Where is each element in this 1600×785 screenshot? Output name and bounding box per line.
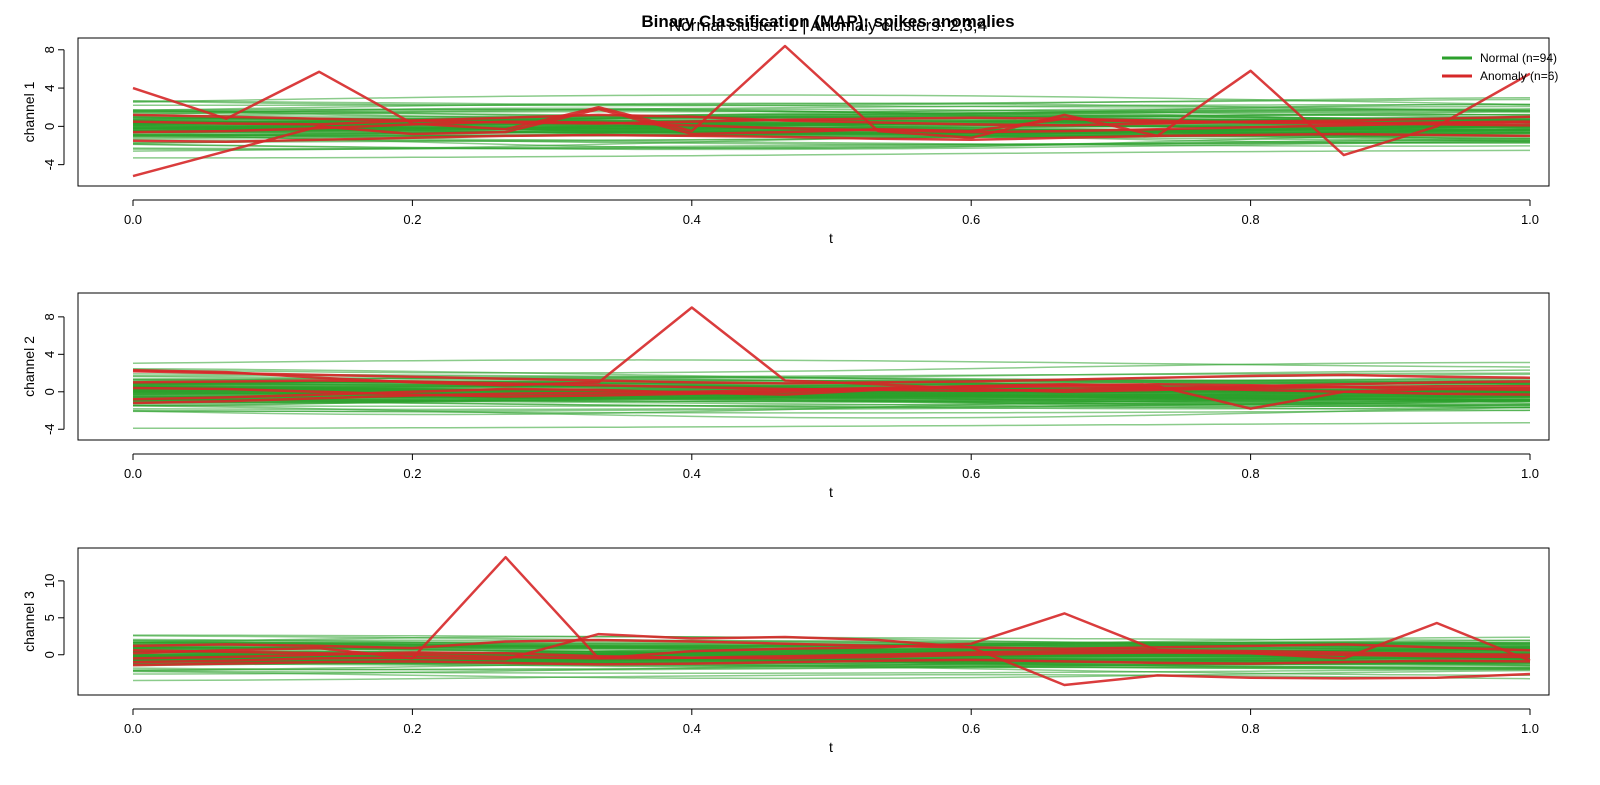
x-tick-label: 1.0 xyxy=(1521,212,1539,227)
panel-channel-1: 0.0 0.2 0.4 0.6 0.8 1.0 t -4 0 4 8 channel 1 Normal … xyxy=(21,37,1558,246)
x-axis-label: t xyxy=(829,739,833,755)
y-tick-label: -4 xyxy=(42,159,57,171)
x-axis-label: t xyxy=(829,230,833,246)
normal-series-line xyxy=(132,361,1530,374)
x-tick-label: 0.0 xyxy=(124,212,142,227)
x-axis-label: t xyxy=(829,484,833,500)
x-tick-label: 0.0 xyxy=(124,721,142,736)
y-tick-label: 10 xyxy=(42,574,57,588)
plot-frame xyxy=(77,37,1550,187)
y-axis-label: channel 2 xyxy=(21,336,37,397)
x-tick-label: 1.0 xyxy=(1521,721,1539,736)
y-tick-label: 4 xyxy=(42,84,57,91)
x-tick-label: 0.4 xyxy=(683,721,701,736)
y-tick-label: 8 xyxy=(42,46,57,53)
x-tick-label: 0.6 xyxy=(962,466,980,481)
legend-label: Anomaly (n=6) xyxy=(1480,69,1558,83)
y-tick-label: 4 xyxy=(42,351,57,358)
anomaly-series-line xyxy=(132,44,1531,157)
x-tick-label: 0.2 xyxy=(403,212,421,227)
normal-series-line xyxy=(132,137,1531,150)
normal-series-line xyxy=(132,673,1531,682)
y-tick-label: -4 xyxy=(42,423,57,435)
panel-channel-2: 0.0 0.2 0.4 0.6 0.8 1.0 t -4 0 4 8 channel 2 xyxy=(21,292,1550,500)
chart-title: Binary Classification (MAP): spikes anom… xyxy=(641,12,1014,31)
normal-series-line xyxy=(132,668,1531,674)
anomaly-series-line xyxy=(132,120,1531,134)
series-group xyxy=(132,44,1531,178)
x-tick-label: 0.6 xyxy=(962,212,980,227)
x-tick-label: 0.4 xyxy=(683,466,701,481)
x-tick-label: 0.8 xyxy=(1242,212,1260,227)
normal-series-line xyxy=(133,149,1531,159)
normal-series-line xyxy=(132,96,1531,107)
x-tick-label: 0.8 xyxy=(1242,466,1260,481)
anomaly-series-line xyxy=(132,638,1531,652)
x-tick-label: 0.6 xyxy=(962,721,980,736)
legend-label: Normal (n=94) xyxy=(1480,51,1557,65)
panel-channel-3: 0.0 0.2 0.4 0.6 0.8 1.0 t 0 5 10 channel 3 xyxy=(21,547,1550,755)
y-axis-label: channel 1 xyxy=(21,81,37,142)
anomaly-series-line xyxy=(132,632,1531,687)
y-axis-label: channel 3 xyxy=(21,591,37,652)
series-group xyxy=(132,306,1531,430)
normal-series-line xyxy=(132,108,1531,121)
plot-frame xyxy=(77,547,1550,696)
chart-subtitle: Normal cluster: 1 | Anomaly clusters: 2,… xyxy=(669,16,987,35)
anomaly-series-line xyxy=(132,658,1531,667)
y-tick-label: 8 xyxy=(42,313,57,320)
normal-series-line xyxy=(133,421,1531,430)
normal-series-line xyxy=(132,369,1531,380)
normal-series-line xyxy=(132,104,1531,113)
anomaly-series-line xyxy=(132,369,1531,385)
anomaly-series-line xyxy=(132,132,1531,143)
normal-series-line xyxy=(132,400,1531,407)
x-tick-label: 0.2 xyxy=(403,466,421,481)
plot-frame xyxy=(77,292,1550,441)
normal-series-line xyxy=(132,405,1531,419)
series-group xyxy=(132,555,1531,687)
y-tick-label: 0 xyxy=(42,388,57,395)
anomaly-series-line xyxy=(132,649,1531,660)
y-tick-label: 0 xyxy=(42,651,57,658)
normal-series-line xyxy=(132,102,1531,113)
anomaly-series-line xyxy=(132,379,1531,393)
normal-series-line xyxy=(132,103,1531,119)
legend: Normal (n=94) Anomaly (n=6) xyxy=(1442,51,1558,83)
y-tick-label: 0 xyxy=(42,123,57,130)
x-tick-label: 0.0 xyxy=(124,466,142,481)
anomaly-series-line xyxy=(132,113,1531,125)
x-tick-label: 1.0 xyxy=(1521,466,1539,481)
y-tick-label: 5 xyxy=(42,614,57,621)
x-tick-label: 0.2 xyxy=(403,721,421,736)
normal-series-line xyxy=(132,140,1531,147)
x-tick-label: 0.4 xyxy=(683,212,701,227)
x-tick-label: 0.8 xyxy=(1242,721,1260,736)
normal-series-line xyxy=(132,359,1531,368)
panels-group: 0.0 0.2 0.4 0.6 0.8 1.0 t -4 0 4 8 channel 1 Normal … xyxy=(21,37,1558,755)
